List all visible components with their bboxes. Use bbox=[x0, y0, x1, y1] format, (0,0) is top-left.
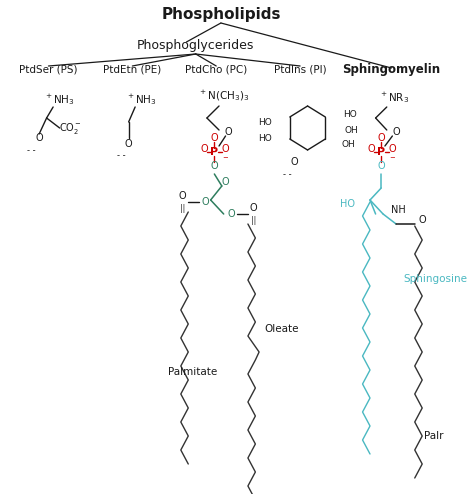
Text: O: O bbox=[222, 144, 229, 154]
Text: ||: || bbox=[251, 215, 256, 224]
Text: O: O bbox=[291, 157, 298, 167]
Text: P: P bbox=[377, 147, 385, 157]
Text: Sphingomyelin: Sphingomyelin bbox=[342, 64, 440, 77]
Text: O: O bbox=[250, 203, 257, 213]
Text: Palmitate: Palmitate bbox=[168, 367, 217, 377]
Text: Palr: Palr bbox=[424, 431, 444, 441]
Text: CO$_2^-$: CO$_2^-$ bbox=[59, 121, 82, 135]
Text: HO: HO bbox=[343, 110, 357, 119]
Text: - -: - - bbox=[283, 169, 292, 178]
Text: HO: HO bbox=[258, 118, 272, 126]
Text: - -: - - bbox=[27, 146, 36, 155]
Text: Phospholipids: Phospholipids bbox=[161, 7, 281, 23]
Text: O: O bbox=[210, 161, 218, 171]
Text: $^-$: $^-$ bbox=[388, 155, 397, 165]
Text: O: O bbox=[377, 161, 385, 171]
Text: PtdCho (PC): PtdCho (PC) bbox=[185, 65, 247, 75]
Text: $^+$NH$_3$: $^+$NH$_3$ bbox=[44, 92, 75, 108]
Text: O: O bbox=[225, 127, 232, 137]
Text: O: O bbox=[201, 144, 208, 154]
Text: $^+$N(CH$_3$)$_3$: $^+$N(CH$_3$)$_3$ bbox=[198, 88, 249, 103]
Text: Sphingosine: Sphingosine bbox=[403, 274, 467, 284]
Text: O: O bbox=[377, 133, 385, 143]
Text: O: O bbox=[201, 197, 209, 207]
Text: O: O bbox=[419, 215, 426, 225]
Text: OH: OH bbox=[345, 125, 359, 134]
Text: O: O bbox=[179, 191, 186, 201]
Text: $^+$NR$_3$: $^+$NR$_3$ bbox=[379, 90, 409, 105]
Text: O: O bbox=[389, 144, 396, 154]
Text: PtdSer (PS): PtdSer (PS) bbox=[19, 65, 78, 75]
Text: O: O bbox=[392, 127, 400, 137]
Text: ||: || bbox=[180, 204, 185, 212]
Text: HO: HO bbox=[340, 199, 355, 209]
Text: $^+$NH$_3$: $^+$NH$_3$ bbox=[127, 92, 157, 108]
Text: NH: NH bbox=[391, 205, 405, 215]
Text: Phosphoglycerides: Phosphoglycerides bbox=[137, 40, 255, 52]
Text: - -: - - bbox=[117, 151, 126, 160]
Text: OH: OH bbox=[341, 139, 355, 149]
Text: O: O bbox=[125, 139, 132, 149]
Text: O: O bbox=[228, 209, 235, 219]
Text: O: O bbox=[367, 144, 375, 154]
Text: $^-$: $^-$ bbox=[221, 155, 230, 165]
Text: Oleate: Oleate bbox=[264, 324, 299, 334]
Text: O: O bbox=[210, 133, 218, 143]
Text: P: P bbox=[210, 147, 219, 157]
Text: PtdEtn (PE): PtdEtn (PE) bbox=[103, 65, 162, 75]
Text: O: O bbox=[222, 177, 229, 187]
Text: PtdIns (PI): PtdIns (PI) bbox=[274, 65, 327, 75]
Text: O: O bbox=[36, 133, 43, 143]
Text: HO: HO bbox=[258, 133, 272, 142]
